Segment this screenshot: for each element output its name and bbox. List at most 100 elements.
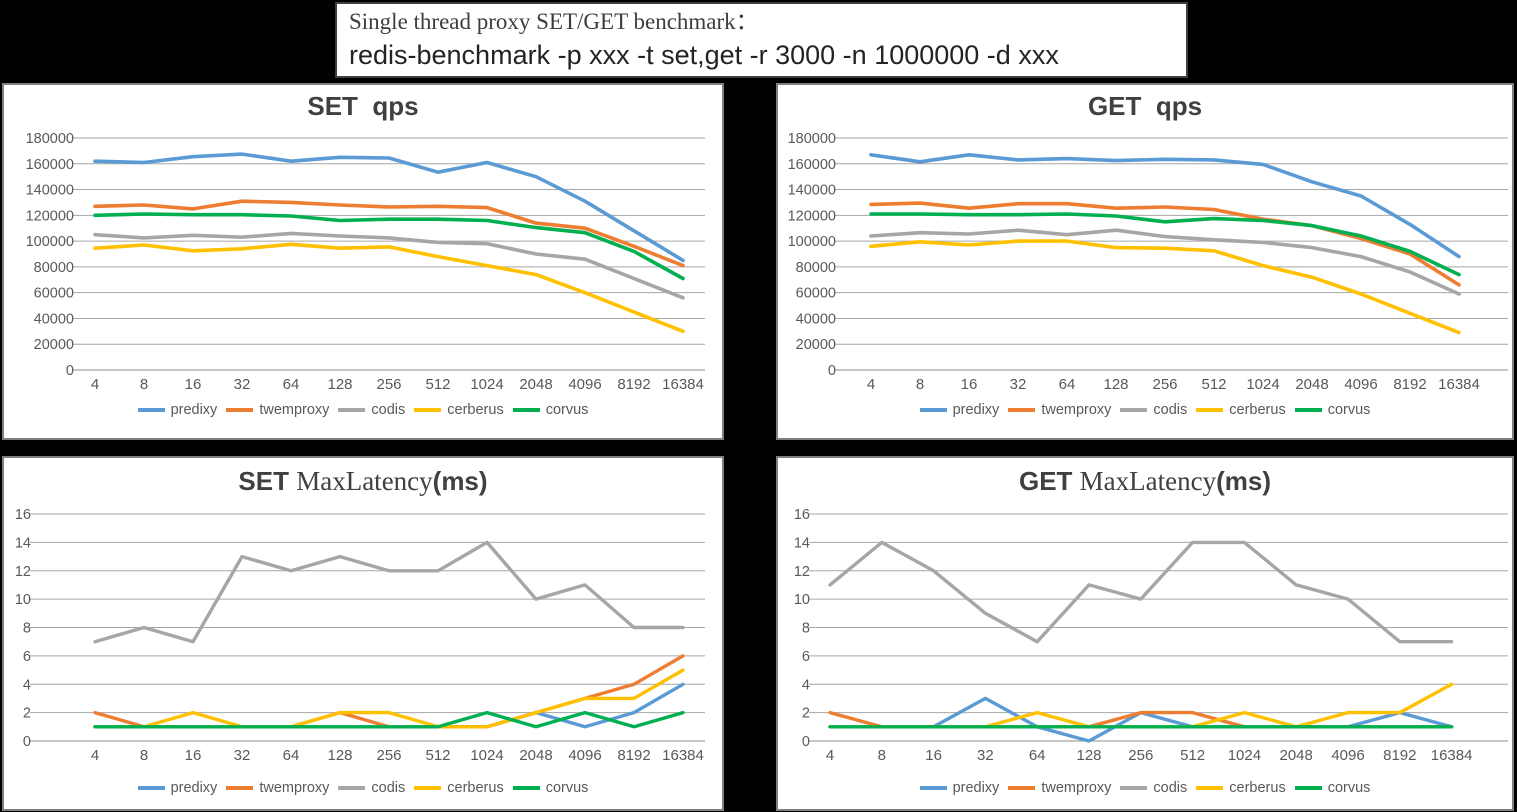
x-axis-tick-label: 256 [1152, 376, 1177, 393]
y-axis-tick-label: 10 [794, 592, 810, 608]
legend-item-codis: codis [338, 402, 405, 418]
x-axis-tick-label: 16 [185, 747, 202, 764]
y-axis-tick-label: 100000 [26, 234, 74, 250]
twemproxy-legend-swatch-icon [226, 786, 254, 790]
x-axis-tick-label: 32 [1010, 376, 1027, 393]
y-axis-tick-label: 100000 [788, 234, 836, 250]
legend-label: cerberus [1229, 780, 1286, 796]
series-line-codis [93, 231, 685, 300]
legend-item-twemproxy: twemproxy [226, 402, 329, 418]
x-axis-tick-label: 4 [826, 747, 834, 764]
series-line-predixy [93, 152, 685, 263]
get-maxlatency-title: GET MaxLatency(ms) [778, 466, 1512, 497]
twemproxy-legend-swatch-icon [226, 408, 254, 412]
legend-label: corvus [545, 780, 589, 796]
cerberus-legend-swatch-icon [414, 786, 442, 790]
y-axis-tick-label: 0 [802, 734, 810, 750]
legend-label: predixy [952, 402, 1000, 418]
y-axis-tick-label: 12 [794, 564, 810, 580]
legend-label: cerberus [1229, 402, 1286, 418]
x-axis-tick-label: 8192 [1383, 747, 1416, 764]
legend-label: cerberus [447, 402, 504, 418]
legend-item-cerberus: cerberus [414, 402, 504, 418]
legend-label: corvus [1327, 780, 1371, 796]
y-axis-tick-label: 0 [66, 363, 74, 379]
legend-item-codis: codis [1120, 780, 1187, 796]
y-axis-tick-label: 180000 [26, 131, 74, 147]
y-axis-tick-label: 6 [802, 649, 810, 665]
x-axis-tick-label: 64 [283, 376, 300, 393]
corvus-legend-swatch-icon [512, 408, 540, 412]
get-maxlatency-legend: predixy twemproxy codis cerberus corvus [778, 780, 1512, 796]
x-axis-tick-label: 1024 [1228, 747, 1261, 764]
legend-item-twemproxy: twemproxy [1008, 780, 1111, 796]
legend-item-predixy: predixy [919, 402, 1000, 418]
x-axis-tick-label: 4096 [1344, 376, 1377, 393]
y-axis-tick-label: 8 [802, 621, 810, 637]
x-axis-tick-label: 256 [376, 747, 401, 764]
cerberus-legend-swatch-icon [1196, 408, 1224, 412]
y-axis-tick-label: 12 [15, 564, 31, 580]
legend-item-cerberus: cerberus [1196, 780, 1286, 796]
codis-legend-swatch-icon [1120, 786, 1148, 790]
get-qps-title: GET qps [778, 91, 1512, 122]
legend-item-cerberus: cerberus [1196, 402, 1286, 418]
legend-label: twemproxy [259, 780, 330, 796]
legend-item-predixy: predixy [137, 402, 218, 418]
title-part: SET [238, 466, 297, 496]
y-axis-tick-label: 180000 [788, 131, 836, 147]
x-axis-tick-label: 2048 [519, 376, 552, 393]
x-axis-tick-label: 16384 [1438, 376, 1480, 393]
legend-label: cerberus [447, 780, 504, 796]
x-axis-tick-label: 256 [376, 376, 401, 393]
set-qps-panel: SET qps 180000 160000 140000 120000 100000 800… [2, 83, 724, 440]
legend-label: twemproxy [1041, 780, 1112, 796]
codis-legend-swatch-icon [338, 786, 366, 790]
set-maxlatency-panel: SET MaxLatency(ms) 16 14 12 10 8 6 4 2 0 4 8 16 32 64 1… [2, 456, 724, 811]
benchmark-title: Single thread proxy SET/GET benchmark： [349, 9, 759, 34]
y-axis-tick-label: 8 [23, 621, 31, 637]
get-qps-plot-area: 180000 160000 140000 120000 100000 80000 60000… [788, 131, 1508, 393]
legend-label: predixy [170, 402, 218, 418]
title-part: MaxLatency [1079, 466, 1217, 496]
corvus-legend-swatch-icon [1294, 786, 1322, 790]
y-axis-tick-label: 20000 [796, 337, 836, 353]
y-axis-tick-label: 16 [794, 507, 810, 523]
x-axis-tick-label: 16 [185, 376, 202, 393]
title-part: GET [1018, 466, 1080, 496]
legend-label: codis [371, 402, 406, 418]
x-axis-tick-label: 2048 [519, 747, 552, 764]
set-maxlatency-legend: predixy twemproxy codis cerberus corvus [4, 780, 722, 796]
x-axis-tick-label: 128 [1103, 376, 1128, 393]
title-part: (ms) [1216, 466, 1271, 496]
y-axis-tick-label: 4 [802, 677, 810, 693]
y-axis-tick-label: 6 [23, 649, 31, 665]
legend-label: codis [1153, 780, 1188, 796]
x-axis-tick-label: 16 [961, 376, 978, 393]
y-axis-tick-label: 80000 [796, 260, 836, 276]
cerberus-legend-swatch-icon [414, 408, 442, 412]
x-axis-tick-label: 8 [140, 747, 148, 764]
series-line-cerberus [93, 242, 685, 334]
y-axis-tick-label: 20000 [34, 337, 74, 353]
y-axis-tick-label: 14 [794, 535, 810, 551]
series-line-predixy [869, 153, 1461, 259]
legend-label: corvus [545, 402, 589, 418]
predixy-legend-swatch-icon [919, 786, 947, 790]
y-axis-tick-label: 80000 [34, 260, 74, 276]
legend-label: predixy [170, 780, 218, 796]
set-qps-title: SET qps [4, 91, 722, 122]
x-axis-tick-label: 16384 [1431, 747, 1473, 764]
y-axis-tick-label: 60000 [796, 286, 836, 302]
title-box: Single thread proxy SET/GET benchmark： r… [335, 2, 1188, 78]
legend-item-codis: codis [1120, 402, 1187, 418]
series-line-codis [828, 540, 1454, 644]
legend-item-twemproxy: twemproxy [1008, 402, 1111, 418]
y-axis-tick-label: 4 [23, 677, 31, 693]
title-part: MaxLatency [296, 466, 433, 496]
x-axis-tick-label: 512 [1180, 747, 1205, 764]
predixy-legend-swatch-icon [919, 408, 947, 412]
set-qps-plot-area: 180000 160000 140000 120000 100000 80000 60000… [26, 131, 705, 393]
get-qps-legend: predixy twemproxy codis cerberus corvus [778, 402, 1512, 418]
